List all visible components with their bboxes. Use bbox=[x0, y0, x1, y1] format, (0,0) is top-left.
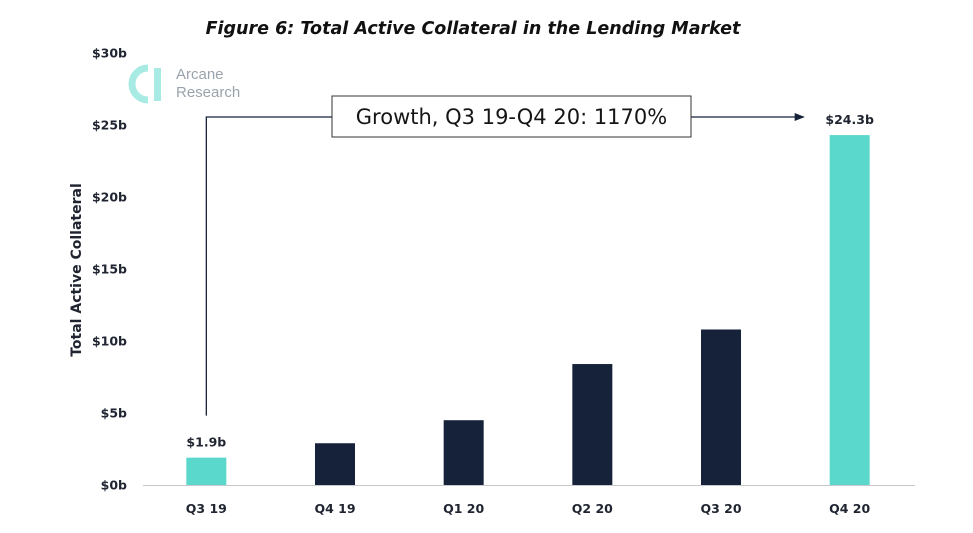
annotation-text: Growth, Q3 19-Q4 20: 1170% bbox=[356, 105, 667, 129]
x-tick-label: Q1 20 bbox=[443, 501, 484, 516]
y-tick-label: $15b bbox=[92, 262, 127, 277]
data-label: $24.3b bbox=[825, 112, 874, 127]
annotation-left-connector bbox=[205, 116, 332, 416]
x-axis-ticks: Q3 19 Q4 19 Q1 20 Q2 20 Q3 20 Q4 20 bbox=[186, 501, 871, 516]
x-tick-label: Q3 20 bbox=[700, 501, 741, 516]
y-tick-label: $0b bbox=[101, 478, 127, 493]
logo-mark-bar bbox=[154, 68, 161, 101]
data-labels: $1.9b $24.3b bbox=[186, 112, 874, 450]
x-tick-label: Q2 20 bbox=[572, 501, 613, 516]
bar-q3-19 bbox=[186, 457, 227, 485]
growth-annotation: Growth, Q3 19-Q4 20: 1170% bbox=[205, 95, 805, 416]
bar-q3-20 bbox=[701, 329, 741, 485]
bar-q2-20 bbox=[572, 364, 613, 485]
x-tick-label: Q4 19 bbox=[314, 501, 355, 516]
y-tick-label: $30b bbox=[92, 46, 127, 61]
logo-text-line2: Research bbox=[176, 84, 240, 101]
logo-text-line1: Arcane bbox=[176, 66, 224, 83]
y-tick-label: $20b bbox=[92, 190, 127, 205]
arcane-research-logo: Arcane Research bbox=[128, 64, 240, 104]
y-axis-ticks: $0b $5b $10b $15b $20b $25b $30b bbox=[92, 46, 127, 493]
y-axis-label: Total Active Collateral bbox=[69, 183, 85, 357]
data-label: $1.9b bbox=[186, 435, 226, 450]
bar-q4-20 bbox=[829, 135, 870, 485]
bar-q4-19 bbox=[315, 443, 355, 485]
bar-series bbox=[186, 135, 870, 485]
y-tick-label: $5b bbox=[101, 406, 127, 421]
bar-q1-20 bbox=[443, 420, 484, 485]
logo-mark-icon bbox=[128, 64, 149, 104]
y-tick-label: $25b bbox=[92, 118, 127, 133]
annotation-box bbox=[331, 95, 692, 138]
x-tick-label: Q4 20 bbox=[829, 501, 870, 516]
y-tick-label: $10b bbox=[92, 334, 127, 349]
chart-title: Figure 6: Total Active Collateral in the… bbox=[206, 19, 741, 39]
x-tick-label: Q3 19 bbox=[186, 501, 227, 516]
